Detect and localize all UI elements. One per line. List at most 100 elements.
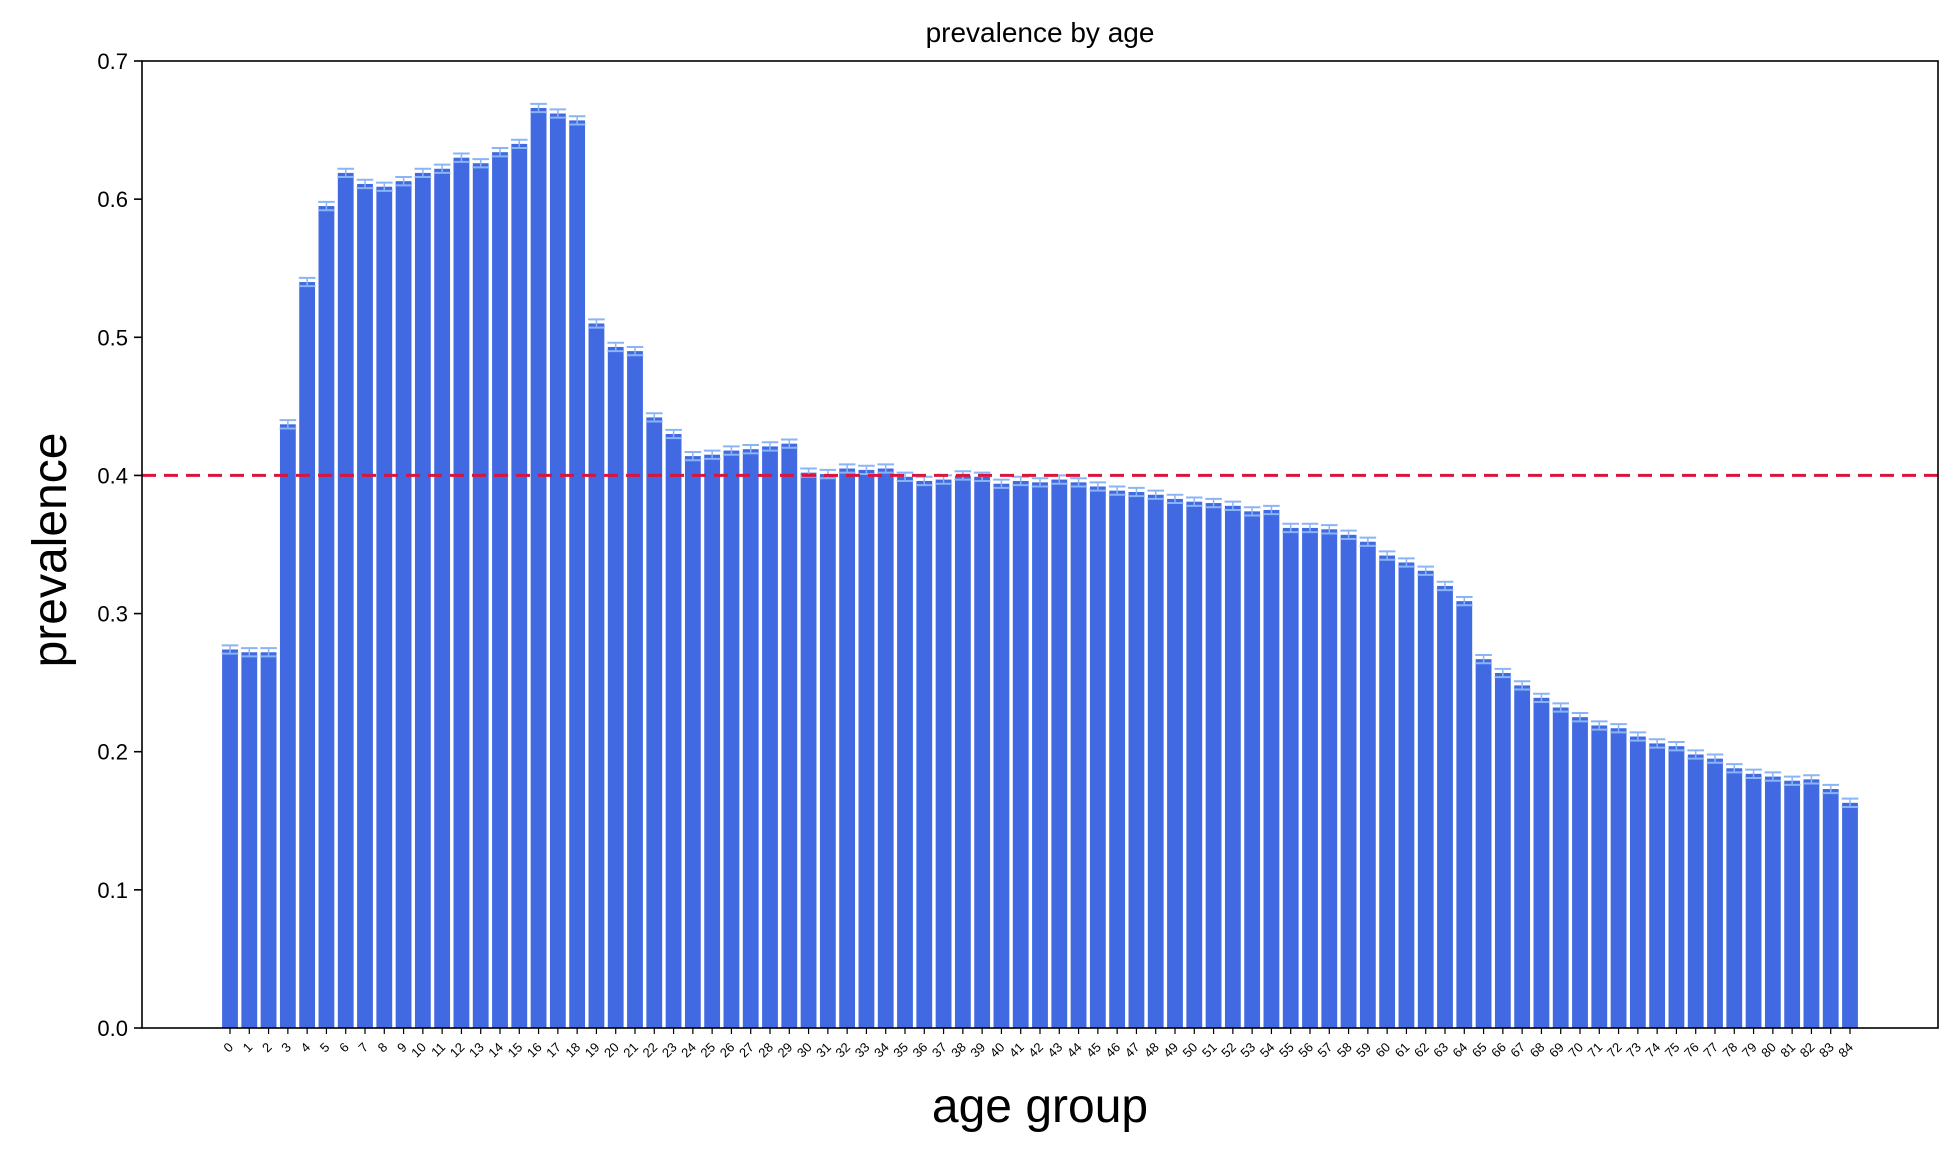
x-tick-label: 6 [336,1040,352,1056]
bar [1649,743,1666,1028]
bar [1417,570,1434,1028]
bar [1051,479,1068,1028]
x-tick-label: 16 [524,1040,545,1061]
bar [260,652,277,1028]
x-tick-label: 62 [1411,1040,1432,1061]
x-tick-label: 57 [1315,1040,1336,1061]
bar [1745,773,1762,1028]
x-tick-label: 8 [375,1040,391,1056]
bar [781,443,798,1028]
bar [1282,527,1299,1028]
bar [1109,490,1126,1029]
bar [1205,503,1222,1028]
bar [434,168,451,1028]
bar [1552,707,1569,1028]
bar [549,113,566,1029]
x-tick-label: 33 [852,1040,873,1061]
bar [1032,482,1048,1029]
x-tick-label: 22 [640,1040,661,1061]
bar [376,186,393,1028]
bar [1475,659,1492,1028]
bar [1842,802,1858,1028]
x-tick-label: 78 [1720,1040,1741,1061]
bar [627,351,643,1029]
bar [704,454,721,1028]
bar [1803,779,1820,1028]
bar [337,172,354,1028]
x-tick-label: 48 [1141,1040,1162,1061]
x-tick-label: 12 [447,1040,468,1061]
bar [357,183,373,1028]
x-tick-label: 39 [967,1040,988,1061]
bar [974,476,991,1028]
bar [530,107,547,1029]
x-tick-label: 32 [832,1040,853,1061]
bar [1572,717,1588,1028]
bar [472,163,489,1028]
bar [646,417,663,1028]
x-tick-label: 80 [1758,1040,1779,1061]
bar [1784,780,1801,1028]
x-tick-label: 27 [736,1040,757,1061]
bar [492,152,508,1028]
bar [1359,541,1376,1028]
x-tick-label: 40 [987,1040,1008,1061]
bar [1167,498,1183,1029]
x-tick-label: 23 [659,1040,680,1061]
x-tick-label: 79 [1739,1040,1760,1061]
bar [588,323,605,1028]
x-tick-label: 29 [775,1040,796,1061]
x-axis-title: age group [932,1080,1148,1133]
bar [1147,494,1164,1029]
x-tick-label: 72 [1604,1040,1625,1061]
x-tick-label: 45 [1083,1040,1104,1061]
y-tick-label: 0.0 [97,1016,128,1041]
bar [935,479,952,1028]
bar [1707,758,1723,1028]
x-tick-label: 63 [1430,1040,1451,1061]
x-tick-label: 36 [910,1040,931,1061]
bar [1379,555,1396,1028]
y-tick-label: 0.1 [97,878,128,903]
bar [511,143,528,1028]
x-tick-label: 77 [1700,1040,1721,1061]
bar [1302,527,1318,1028]
x-tick-label: 4 [298,1040,314,1056]
x-tick-label: 61 [1392,1040,1413,1061]
x-tick-label: 68 [1527,1040,1548,1061]
x-tick-label: 83 [1816,1040,1837,1061]
x-tick-label: 9 [394,1040,410,1056]
bar [1687,754,1704,1028]
y-axis-title: prevalence [24,433,77,668]
bar [897,476,913,1028]
bar [222,649,238,1028]
y-tick-label: 0.2 [97,740,128,765]
x-tick-label: 82 [1797,1040,1818,1061]
bar [1186,501,1203,1028]
x-tick-label: 0 [220,1040,236,1056]
bar [1244,511,1261,1028]
x-tick-label: 42 [1025,1040,1046,1061]
bar [241,652,258,1028]
bar [1070,482,1087,1029]
x-tick-label: 76 [1681,1040,1702,1061]
x-tick-label: 17 [543,1040,564,1061]
x-tick-label: 65 [1469,1040,1490,1061]
y-tick-label: 0.3 [97,602,128,627]
x-tick-label: 43 [1045,1040,1066,1061]
bar [1437,585,1453,1028]
chart-title: prevalence by age [926,17,1155,48]
bar [1494,672,1511,1028]
bar [1822,789,1839,1028]
x-tick-label: 54 [1257,1040,1278,1061]
x-tick-label: 59 [1353,1040,1374,1061]
bar [1089,486,1106,1029]
bar [414,172,431,1028]
bar [877,468,894,1028]
x-tick-label: 24 [678,1040,699,1061]
bar [569,120,586,1028]
plot-frame [141,60,1939,1029]
bar [723,450,740,1028]
x-tick-label: 46 [1102,1040,1123,1061]
x-tick-label: 11 [428,1040,448,1060]
